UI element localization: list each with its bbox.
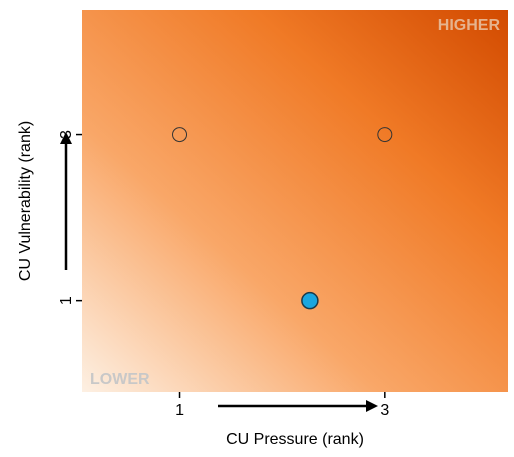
x-axis-label: CU Pressure (rank): [226, 431, 364, 448]
lower-corner-label: LOWER: [90, 371, 150, 388]
data-point: [377, 127, 393, 143]
x-tick-label: 1: [175, 402, 184, 419]
y-tick-label: 1: [58, 296, 75, 305]
data-point: [172, 127, 188, 143]
y-axis-label: CU Vulnerability (rank): [17, 121, 34, 281]
x-axis-arrowhead: [366, 400, 378, 412]
plot-background: [82, 10, 508, 392]
data-points: [172, 127, 393, 310]
x-tick-label: 3: [380, 402, 389, 419]
highlighted-data-point: [301, 291, 319, 310]
y-axis-arrowhead: [60, 132, 72, 144]
higher-corner-label: HIGHER: [438, 17, 501, 34]
